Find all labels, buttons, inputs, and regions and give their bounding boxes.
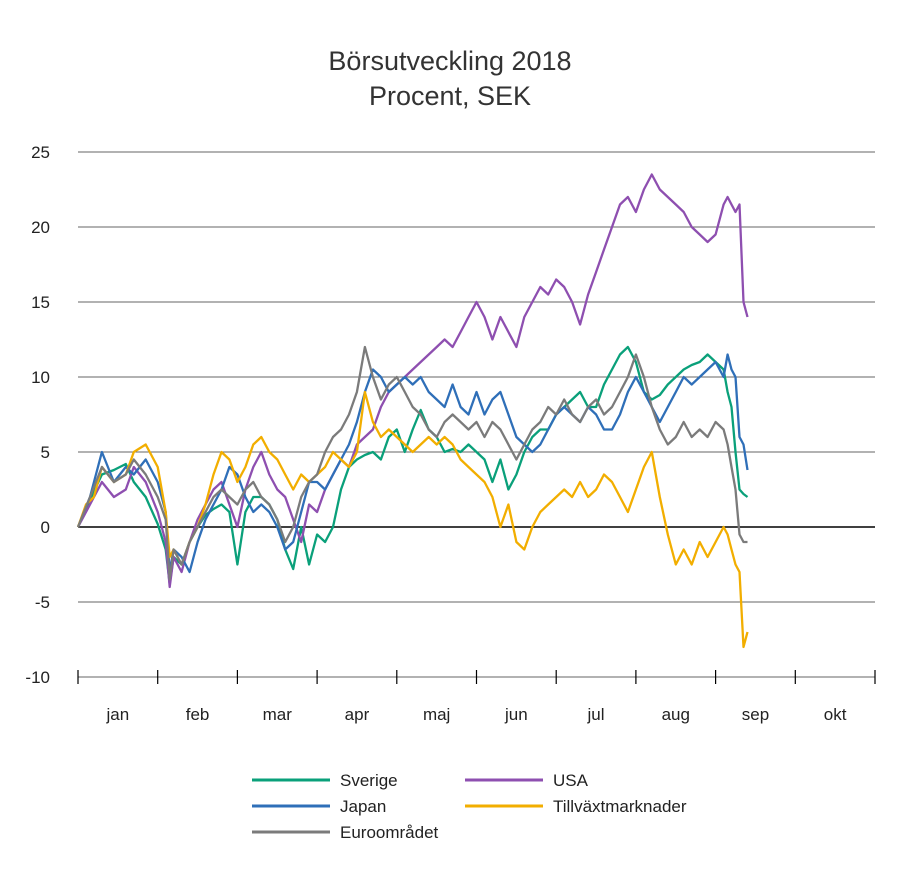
x-tick-label: mar: [263, 705, 293, 724]
series-line-3: [76, 390, 749, 649]
legend-label: Sverige: [340, 771, 398, 790]
series-line-4: [76, 345, 748, 581]
series-lines: [76, 173, 749, 649]
legend: Sverige USA Japan Tillväxtmarknader Euroområ…: [252, 771, 687, 842]
legend-label: Japan: [340, 797, 386, 816]
x-tick-label: sep: [742, 705, 769, 724]
y-tick-label: 15: [31, 293, 50, 312]
x-tick-label: jul: [587, 705, 605, 724]
legend-label: Tillväxtmarknader: [553, 797, 687, 816]
y-tick-label: 25: [31, 143, 50, 162]
y-axis-ticks: 25 20 15 10 5 0 -5 -10: [25, 143, 50, 687]
chart-title: Börsutveckling 2018: [328, 46, 571, 76]
legend-label: USA: [553, 771, 589, 790]
x-tick-label: jun: [504, 705, 528, 724]
grid-lines: [78, 151, 875, 678]
x-tick-label: feb: [186, 705, 210, 724]
y-tick-label: 0: [41, 518, 50, 537]
x-tick-label: maj: [423, 705, 450, 724]
x-axis: jan feb mar apr maj jun jul aug sep okt: [77, 670, 876, 724]
legend-label: Euroområdet: [340, 823, 439, 842]
x-tick-label: aug: [662, 705, 690, 724]
series-line-2: [76, 353, 749, 574]
series-line-0: [76, 345, 749, 586]
series-line-1: [76, 173, 749, 589]
y-tick-label: -10: [25, 668, 50, 687]
x-tick-label: okt: [824, 705, 847, 724]
x-tick-label: jan: [106, 705, 130, 724]
x-tick-label: apr: [345, 705, 370, 724]
y-tick-label: 10: [31, 368, 50, 387]
chart-subtitle: Procent, SEK: [369, 81, 531, 111]
y-tick-label: 5: [41, 443, 50, 462]
y-tick-label: 20: [31, 218, 50, 237]
y-tick-label: -5: [35, 593, 50, 612]
